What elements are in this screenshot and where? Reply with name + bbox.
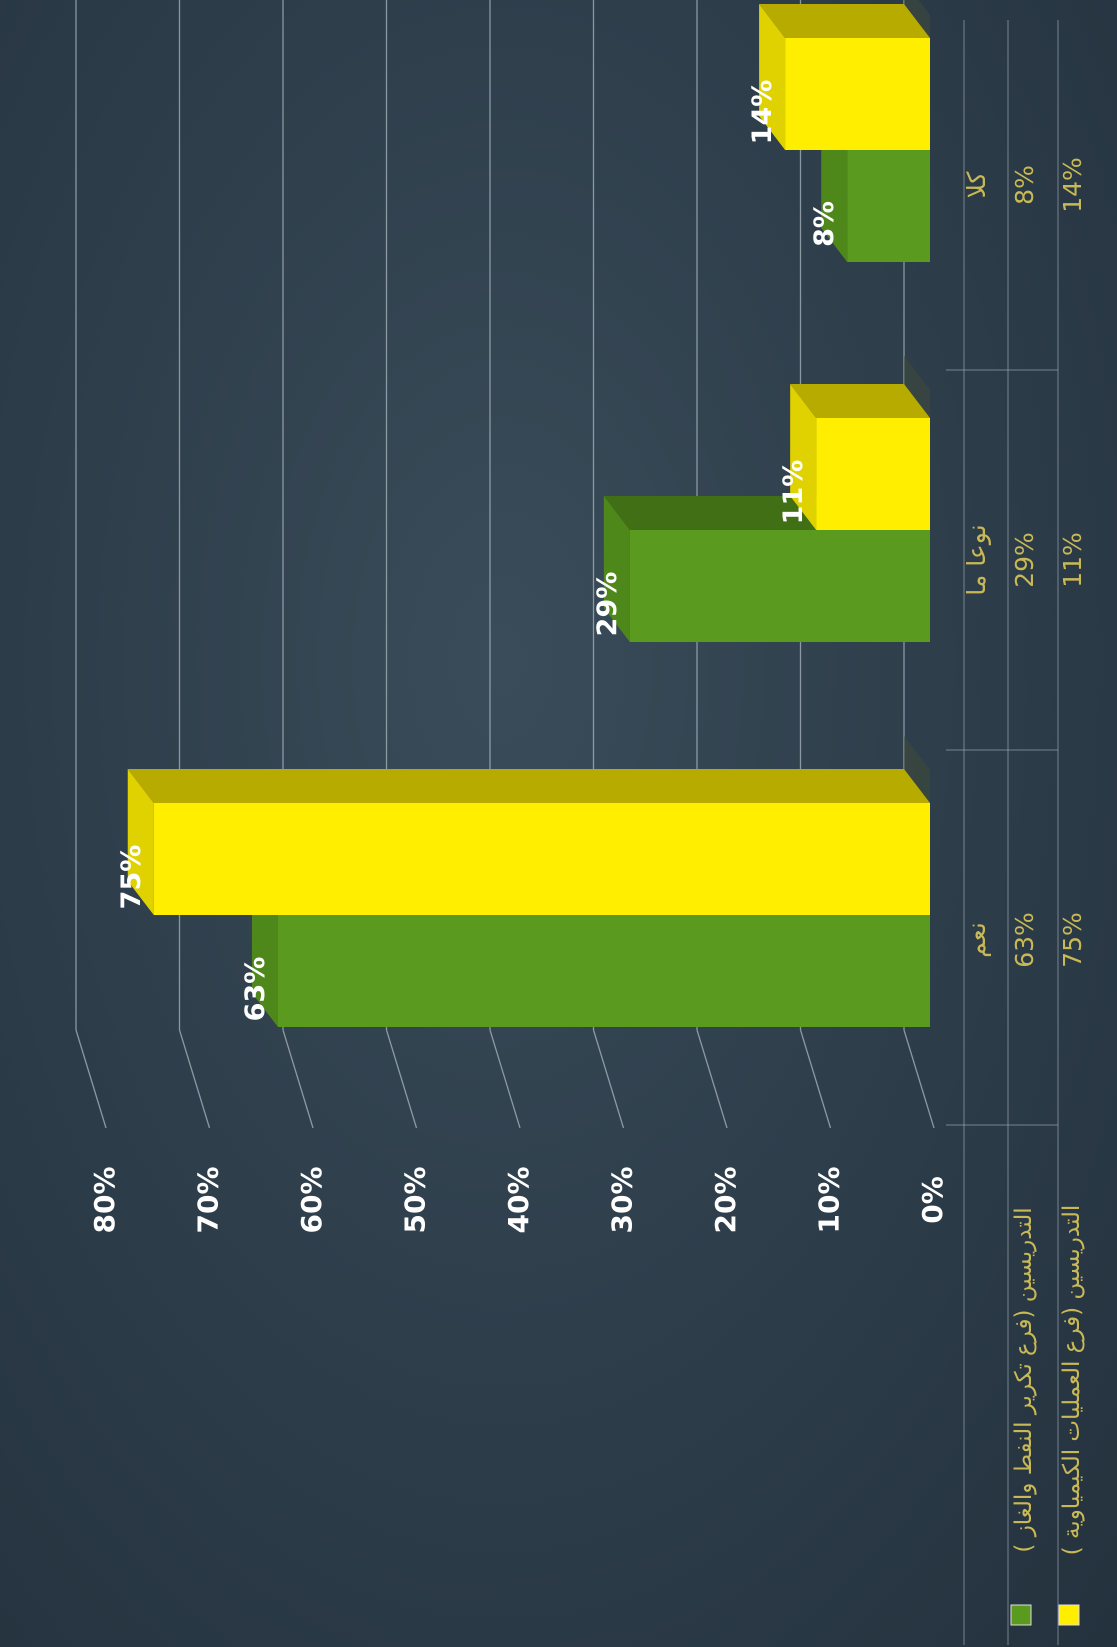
- table-value: 8%: [1010, 165, 1039, 205]
- y-tick-label: 80%: [88, 1166, 121, 1233]
- category-label: نوعا ما: [962, 524, 991, 595]
- legend-label: التدريسين (فرع تكرير النفط والغاز ): [1011, 1207, 1037, 1552]
- legend-swatch: [1010, 1604, 1032, 1626]
- bar: [785, 38, 930, 150]
- bar: [153, 803, 930, 915]
- bar-top-face: [603, 496, 630, 642]
- y-tick-label: 0%: [916, 1176, 949, 1224]
- y-tick-label: 70%: [192, 1166, 225, 1233]
- data-label: 75%: [116, 845, 147, 910]
- y-tick-label: 10%: [813, 1166, 846, 1233]
- legend-label: التدريسين (فرع العمليات الكيمياوية ): [1059, 1205, 1085, 1556]
- bar-side-face: [790, 384, 930, 418]
- gridline-floor: [178, 1029, 211, 1129]
- y-tick-label: 30%: [606, 1166, 639, 1233]
- gridline-floor: [903, 1029, 935, 1129]
- gridline-floor: [592, 1029, 625, 1129]
- table-value: 14%: [1058, 157, 1087, 213]
- category-label: كلا: [962, 171, 991, 198]
- bar-top-face: [251, 881, 278, 1027]
- data-label: 11%: [778, 460, 809, 525]
- bar-top-face: [759, 4, 786, 150]
- y-axis-ticks: 0% 10% 20% 30% 40% 50% 60% 70% 80%: [88, 1166, 949, 1233]
- data-label: 63%: [240, 957, 271, 1022]
- category-label: نعم: [962, 922, 992, 958]
- bar: [816, 418, 930, 530]
- bar-side-face: [759, 4, 930, 38]
- gridline-floor: [385, 1029, 418, 1129]
- bar-side-face: [127, 769, 930, 803]
- y-tick-label: 20%: [709, 1166, 742, 1233]
- bar: [277, 915, 930, 1027]
- y-tick-label: 60%: [295, 1166, 328, 1233]
- bar-top-face: [127, 769, 154, 915]
- data-table: نعم 63% 75% نوعا ما 29% 11% كلا 8% 14% التدريسين …: [946, 20, 1087, 1645]
- table-value: 11%: [1058, 532, 1087, 588]
- bars: [127, 4, 930, 1027]
- legend-swatch: [1058, 1604, 1080, 1626]
- gridline-floor: [282, 1029, 314, 1129]
- table-value: 29%: [1010, 532, 1039, 588]
- bar: [847, 150, 930, 262]
- data-label: 14%: [747, 80, 778, 145]
- data-label: 8%: [809, 201, 840, 247]
- gridline-floor: [696, 1029, 728, 1129]
- y-tick-label: 50%: [399, 1166, 432, 1233]
- gridline-floor: [75, 1029, 107, 1129]
- data-labels: 63% 75% 29% 11% 8% 14%: [116, 80, 840, 1022]
- gridline-floor: [799, 1029, 832, 1129]
- data-label: 29%: [592, 572, 623, 637]
- bar-top-face: [790, 384, 817, 530]
- gridline-floor: [489, 1029, 521, 1129]
- bar-top-face: [821, 116, 848, 262]
- bar: [629, 530, 930, 642]
- y-tick-label: 40%: [502, 1166, 535, 1233]
- table-value: 63%: [1010, 912, 1039, 968]
- table-value: 75%: [1058, 912, 1087, 968]
